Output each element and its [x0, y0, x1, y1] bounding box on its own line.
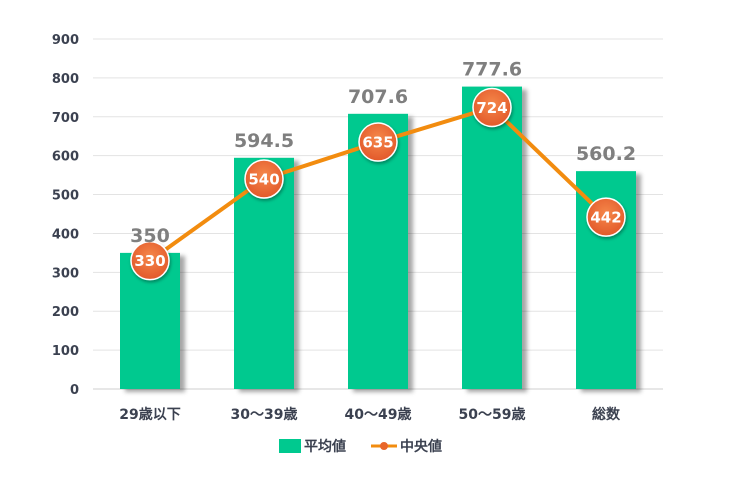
y-tick-label: 300	[52, 266, 79, 281]
median-marker	[130, 240, 170, 281]
legend-label-line: 中央値	[400, 438, 442, 455]
x-tick-label: 30～39歳	[231, 406, 298, 423]
x-tick-label: 50～59歳	[459, 406, 526, 423]
x-tick-label: 29歳以下	[119, 406, 180, 423]
median-value-label: 442	[590, 209, 621, 227]
line-series: 330 540 635 724 442	[130, 87, 626, 281]
y-tick-label: 500	[52, 189, 79, 204]
y-tick-label: 600	[52, 150, 79, 165]
y-tick-label: 700	[52, 111, 79, 126]
bar	[462, 86, 522, 389]
median-value-label: 724	[476, 99, 507, 117]
x-tick-label: 40～49歳	[345, 406, 412, 423]
median-value-label: 330	[134, 252, 165, 270]
bar-value-label: 350	[130, 225, 170, 247]
bar-value-label: 707.6	[348, 86, 408, 108]
x-axis: 29歳以下 30～39歳 40～49歳 50～59歳 総数	[119, 406, 621, 423]
y-tick-label: 900	[52, 33, 79, 48]
legend: 平均値 中央値	[279, 438, 442, 455]
median-marker	[244, 159, 284, 199]
median-value-label: 635	[362, 134, 393, 152]
legend-label-bar: 平均値	[304, 438, 346, 455]
legend-swatch-bar	[279, 439, 301, 453]
y-tick-label: 0	[70, 383, 79, 398]
y-axis: 0 100 200 300 400 500 600 700 800 900	[52, 33, 79, 398]
median-marker	[586, 197, 626, 237]
y-tick-label: 800	[52, 72, 79, 87]
y-tick-label: 200	[52, 305, 79, 320]
bar-value-label: 594.5	[234, 130, 294, 152]
bar-value-labels: 350 594.5 707.6 777.6 560.2	[130, 59, 636, 247]
bar-value-label: 560.2	[576, 143, 636, 165]
median-marker	[358, 122, 398, 162]
bar-value-label: 777.6	[462, 59, 522, 81]
legend-marker	[380, 442, 388, 450]
y-tick-label: 400	[52, 227, 79, 242]
median-marker	[472, 87, 512, 128]
x-tick-label: 総数	[592, 406, 621, 423]
median-value-label: 540	[248, 171, 279, 189]
y-tick-label: 100	[52, 344, 79, 359]
